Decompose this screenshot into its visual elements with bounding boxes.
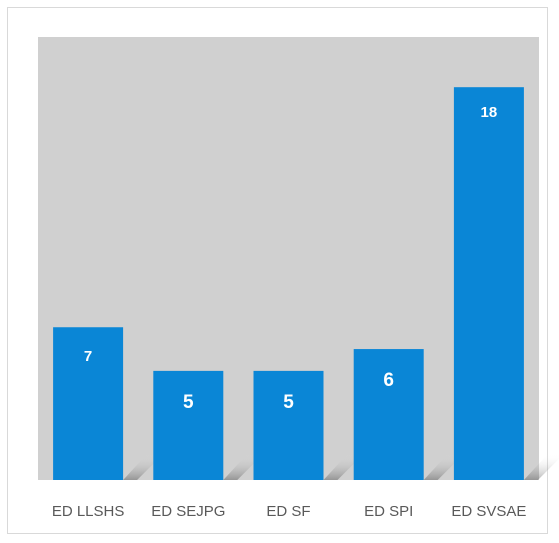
data-label: 5 (183, 392, 194, 413)
x-tick-label: ED LLSHS (52, 503, 125, 520)
bar-shadow (123, 454, 164, 480)
data-label: 18 (481, 104, 498, 121)
data-label: 5 (283, 392, 294, 413)
bar-ed-sejpg (153, 370, 224, 480)
x-tick-label: ED SPI (364, 503, 413, 520)
x-tick-label: ED SEJPG (151, 503, 225, 520)
data-label: 7 (84, 348, 92, 365)
data-labels-group: 7 5 5 6 18 (84, 104, 497, 413)
bars-group (53, 87, 559, 481)
bar-shadow (323, 454, 364, 480)
bar-ed-llshs (53, 327, 124, 480)
x-axis-ticks: ED LLSHS ED SEJPG ED SF ED SPI ED SVSAE (52, 503, 527, 520)
x-tick-label: ED SF (266, 503, 310, 520)
bar-ed-spi (353, 349, 424, 480)
data-label: 6 (383, 370, 394, 391)
x-tick-label: ED SVSAE (451, 503, 526, 520)
bar-shadow (423, 454, 464, 480)
bar-ed-sf (253, 370, 324, 480)
bar-ed-svsae (453, 87, 524, 481)
bar-shadow (523, 454, 559, 480)
bar-shadow (223, 454, 264, 480)
